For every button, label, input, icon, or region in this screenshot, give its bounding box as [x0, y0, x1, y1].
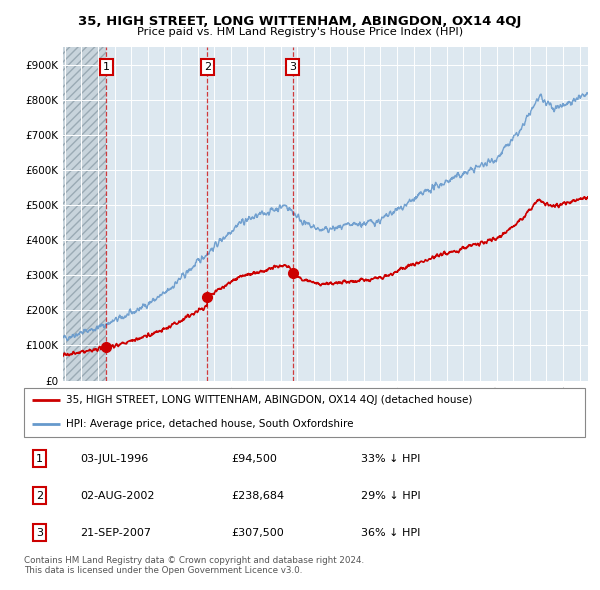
Text: 33% ↓ HPI: 33% ↓ HPI	[361, 454, 420, 464]
Text: £94,500: £94,500	[232, 454, 277, 464]
Text: 2: 2	[203, 62, 211, 72]
Bar	[63, 47, 106, 381]
Text: 36% ↓ HPI: 36% ↓ HPI	[361, 527, 420, 537]
Text: Price paid vs. HM Land Registry's House Price Index (HPI): Price paid vs. HM Land Registry's House …	[137, 27, 463, 37]
Text: 21-SEP-2007: 21-SEP-2007	[80, 527, 151, 537]
Text: 1: 1	[103, 62, 110, 72]
Text: 2: 2	[36, 491, 43, 500]
Text: HPI: Average price, detached house, South Oxfordshire: HPI: Average price, detached house, Sout…	[66, 419, 353, 430]
Text: £307,500: £307,500	[232, 527, 284, 537]
Text: 02-AUG-2002: 02-AUG-2002	[80, 491, 155, 500]
Text: 03-JUL-1996: 03-JUL-1996	[80, 454, 148, 464]
Text: 35, HIGH STREET, LONG WITTENHAM, ABINGDON, OX14 4QJ: 35, HIGH STREET, LONG WITTENHAM, ABINGDO…	[79, 15, 521, 28]
Text: 1: 1	[36, 454, 43, 464]
Text: Contains HM Land Registry data © Crown copyright and database right 2024.
This d: Contains HM Land Registry data © Crown c…	[24, 556, 364, 575]
Text: 3: 3	[36, 527, 43, 537]
Text: 35, HIGH STREET, LONG WITTENHAM, ABINGDON, OX14 4QJ (detached house): 35, HIGH STREET, LONG WITTENHAM, ABINGDO…	[66, 395, 472, 405]
Text: £238,684: £238,684	[232, 491, 284, 500]
Bar	[63, 47, 106, 381]
Text: 3: 3	[289, 62, 296, 72]
FancyBboxPatch shape	[24, 388, 585, 437]
Text: 29% ↓ HPI: 29% ↓ HPI	[361, 491, 420, 500]
